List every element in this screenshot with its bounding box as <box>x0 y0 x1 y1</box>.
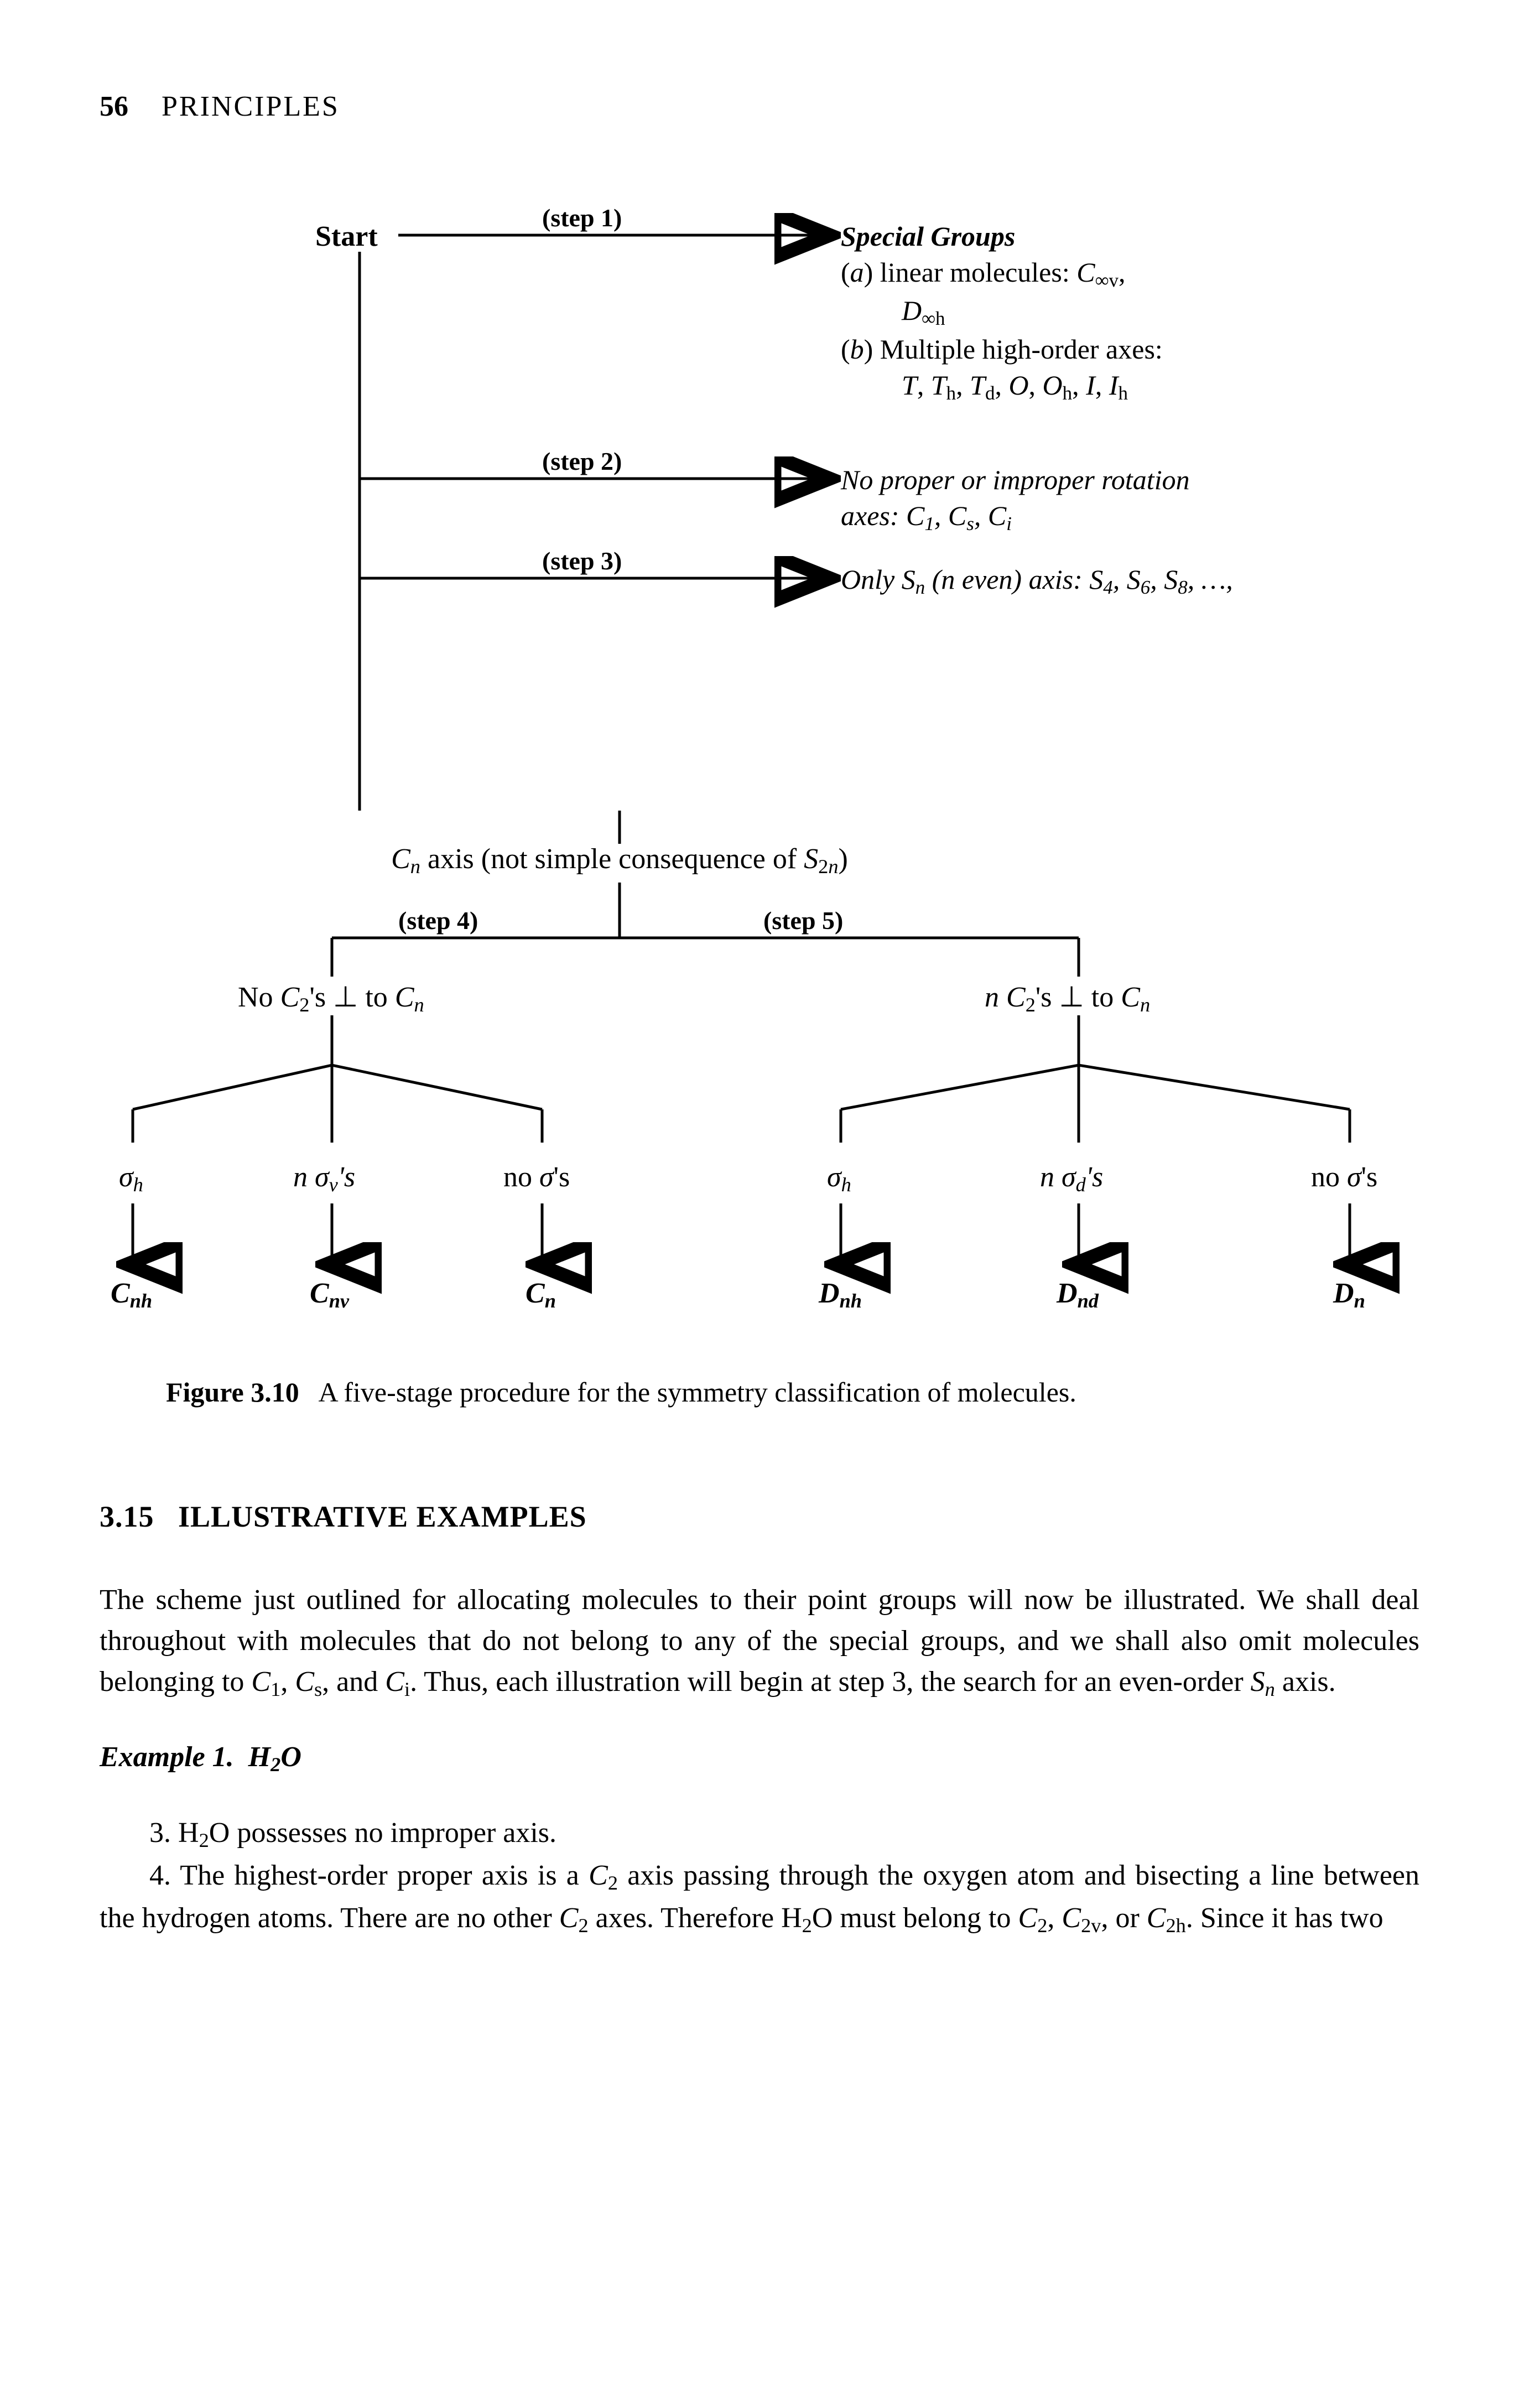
leaf-r3b: Dn <box>1333 1275 1365 1314</box>
step2-label: (step 2) <box>542 445 622 478</box>
step3-label: (step 3) <box>542 545 622 577</box>
example-heading: Example 1. H2O <box>100 1737 1419 1779</box>
leaf-l3t: no σ's <box>503 1159 570 1195</box>
figure-label: Figure 3.10 <box>166 1377 299 1408</box>
no-rotation-block: No proper or improper rotationaxes: C1, … <box>841 462 1405 536</box>
leaf-l2b: Cnv <box>310 1275 349 1314</box>
leaf-l2t: n σv's <box>293 1159 355 1198</box>
intro-paragraph: The scheme just outlined for allocating … <box>100 1580 1419 1704</box>
leaf-r3t: no σ's <box>1311 1159 1377 1195</box>
leaf-r2t: n σd's <box>1040 1159 1103 1198</box>
left-branch-label: No C2's ⊥ to Cn <box>238 979 424 1018</box>
example-line-3: 3. H2O possesses no improper axis. <box>100 1813 1419 1855</box>
running-header: 56 PRINCIPLES <box>100 89 1419 124</box>
section-title: ILLUSTRATIVE EXAMPLES <box>178 1500 587 1533</box>
example-line-4: 4. The highest-order proper axis is a C2… <box>100 1855 1419 1940</box>
leaf-r1b: Dnh <box>819 1275 862 1314</box>
flowchart: Start (step 1) (step 2) (step 3) (step 4… <box>100 202 1419 1342</box>
special-groups-title: Special Groups <box>841 219 1405 255</box>
figure-caption: Figure 3.10 A five-stage procedure for t… <box>166 1375 1419 1410</box>
section-number: 3.15 <box>100 1500 154 1533</box>
cn-axis-node: Cn axis (not simple consequence of S2n) <box>337 841 902 880</box>
only-sn-block: Only Sn (n even) axis: S4, S6, S8, …, <box>841 562 1405 600</box>
figure-text: A five-stage procedure for the symmetry … <box>318 1377 1076 1408</box>
special-groups-block: Special Groups (a) linear molecules: C∞v… <box>841 219 1405 406</box>
section-heading: 3.15 ILLUSTRATIVE EXAMPLES <box>100 1498 1419 1536</box>
leaf-l1t: σh <box>119 1159 143 1198</box>
special-b: (b) Multiple high-order axes: T, Th, Td,… <box>841 331 1405 406</box>
leaf-l1b: Cnh <box>111 1275 152 1314</box>
step1-label: (step 1) <box>542 202 622 234</box>
leaf-l3b: Cn <box>526 1275 556 1314</box>
leaf-r1t: σh <box>827 1159 851 1198</box>
start-node: Start <box>315 219 378 255</box>
special-a: (a) linear molecules: C∞v, D∞h <box>841 255 1405 331</box>
running-title: PRINCIPLES <box>162 89 340 124</box>
leaf-r2b: Dnd <box>1057 1275 1099 1314</box>
page-number: 56 <box>100 89 128 124</box>
right-branch-label: n C2's ⊥ to Cn <box>985 979 1150 1018</box>
step4-label: (step 4) <box>398 905 478 937</box>
step5-label: (step 5) <box>763 905 843 937</box>
